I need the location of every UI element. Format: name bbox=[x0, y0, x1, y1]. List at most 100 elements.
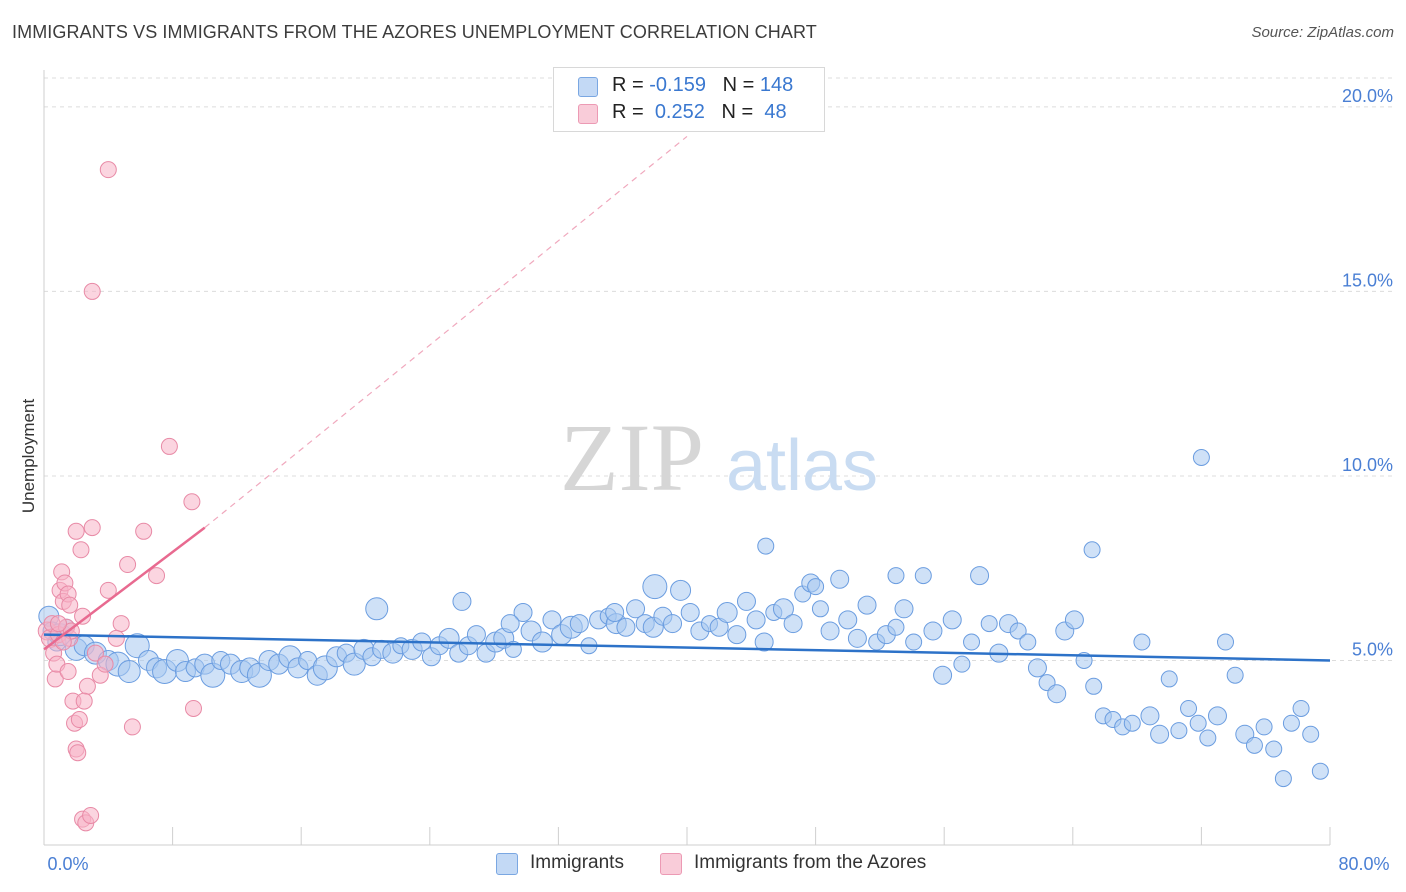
immigrants-point bbox=[680, 603, 700, 622]
x-tick-label-min: 0.0% bbox=[47, 854, 88, 874]
immigrants-point bbox=[847, 628, 867, 648]
legend-r-value: -0.159 bbox=[649, 74, 706, 96]
immigrants-point bbox=[117, 660, 141, 684]
immigrants-point bbox=[504, 640, 522, 658]
azores-point bbox=[99, 161, 117, 179]
immigrants-point bbox=[1292, 699, 1310, 717]
azores-point bbox=[184, 699, 202, 717]
immigrants-point bbox=[905, 633, 923, 651]
azores-point bbox=[86, 644, 104, 662]
azores-point bbox=[183, 493, 201, 511]
azores-point bbox=[82, 806, 100, 824]
immigrants-point bbox=[1027, 658, 1047, 678]
immigrants-point bbox=[1192, 449, 1210, 466]
immigrants-point bbox=[887, 618, 905, 636]
watermark-zip: ZIP bbox=[560, 404, 704, 511]
immigrants-point bbox=[807, 578, 825, 596]
points-layer bbox=[37, 161, 1329, 832]
immigrants-point bbox=[531, 631, 553, 653]
azores-point bbox=[72, 541, 90, 559]
azores-trend-extension bbox=[204, 135, 688, 529]
immigrants-point bbox=[914, 567, 932, 585]
immigrants-point bbox=[569, 614, 589, 634]
chart-source: Source: ZipAtlas.com bbox=[1251, 24, 1394, 41]
azores-point bbox=[119, 556, 137, 574]
azores-point bbox=[112, 615, 130, 633]
immigrants-point bbox=[716, 602, 738, 623]
azores-point bbox=[67, 522, 85, 540]
immigrants-point bbox=[1311, 762, 1329, 780]
immigrants-point bbox=[1170, 722, 1188, 740]
trend-layer bbox=[43, 135, 1331, 662]
legend-n-value: 48 bbox=[764, 101, 787, 123]
azores-point bbox=[123, 718, 141, 736]
legend-r-label: R = bbox=[612, 101, 644, 123]
immigrants-point bbox=[857, 595, 877, 615]
immigrants-point bbox=[980, 615, 998, 633]
immigrants-point bbox=[670, 579, 692, 601]
azores-point bbox=[70, 711, 88, 729]
correlation-legend: R = -0.159 N = 148 R = 0.252 N = 48 bbox=[553, 67, 825, 132]
azores-point bbox=[99, 581, 117, 599]
bottom-legend-label-immigrants: Immigrants bbox=[530, 852, 624, 873]
azores-point bbox=[160, 437, 178, 455]
y-tick-label: 20.0% bbox=[1342, 86, 1393, 106]
immigrants-point bbox=[1064, 610, 1084, 630]
immigrants-point bbox=[1009, 622, 1027, 640]
immigrants-point bbox=[783, 614, 803, 634]
immigrants-point bbox=[1274, 770, 1292, 788]
immigrants-point bbox=[953, 655, 971, 673]
y-axis-label: Unemployment bbox=[19, 399, 38, 514]
legend-stats-azores: R = 0.252 N = 48 bbox=[612, 101, 787, 124]
immigrants-point bbox=[727, 625, 747, 645]
immigrants-point bbox=[1255, 718, 1273, 736]
immigrants-point bbox=[452, 591, 472, 611]
immigrants-point bbox=[1226, 666, 1244, 684]
immigrants-point bbox=[365, 597, 389, 621]
immigrants-point bbox=[1019, 633, 1037, 651]
immigrants-point bbox=[933, 665, 953, 685]
immigrants-point bbox=[1245, 736, 1263, 754]
immigrants-point bbox=[894, 599, 914, 619]
y-tick-label: 5.0% bbox=[1352, 639, 1393, 659]
immigrants-point bbox=[542, 610, 562, 630]
immigrants-point bbox=[754, 632, 774, 652]
immigrants-point bbox=[1083, 541, 1101, 559]
immigrants-point bbox=[1265, 740, 1283, 758]
immigrants-point bbox=[887, 567, 905, 585]
x-tick-label-max: 80.0% bbox=[1338, 854, 1389, 874]
azores-point bbox=[74, 607, 92, 625]
immigrants-point bbox=[923, 621, 943, 641]
immigrants-point bbox=[1140, 706, 1160, 726]
immigrants-point bbox=[772, 598, 794, 620]
immigrants-point bbox=[1180, 699, 1198, 717]
immigrants-point bbox=[605, 603, 625, 622]
legend-r-label: R = bbox=[612, 74, 644, 96]
immigrants-point bbox=[746, 610, 766, 630]
immigrants-point bbox=[963, 633, 981, 651]
immigrants-point bbox=[1282, 714, 1300, 732]
immigrants-point bbox=[820, 621, 840, 641]
immigrants-point bbox=[1085, 677, 1103, 695]
immigrants-point bbox=[642, 574, 668, 600]
azores-point bbox=[78, 677, 96, 695]
immigrants-point bbox=[1189, 714, 1207, 732]
immigrants-point bbox=[942, 610, 962, 630]
y-tick-label: 15.0% bbox=[1342, 270, 1393, 290]
immigrants-point bbox=[1150, 724, 1170, 744]
bottom-legend-swatch-immigrants bbox=[496, 853, 518, 875]
immigrants-point bbox=[513, 603, 533, 622]
immigrants-trend-line bbox=[43, 633, 1331, 662]
legend-n-value: 148 bbox=[759, 74, 794, 96]
immigrants-point bbox=[1199, 729, 1217, 747]
legend-swatch-immigrants bbox=[578, 77, 598, 97]
immigrants-point bbox=[626, 599, 646, 619]
azores-point bbox=[49, 615, 67, 633]
bottom-legend-swatch-azores bbox=[660, 853, 682, 875]
bottom-legend-label-azores: Immigrants from the Azores bbox=[694, 852, 927, 873]
immigrants-point bbox=[1217, 633, 1235, 651]
azores-point bbox=[148, 567, 166, 585]
y-tick-label: 10.0% bbox=[1342, 455, 1393, 475]
legend-stats-immigrants: R = -0.159 N = 148 bbox=[612, 74, 793, 97]
